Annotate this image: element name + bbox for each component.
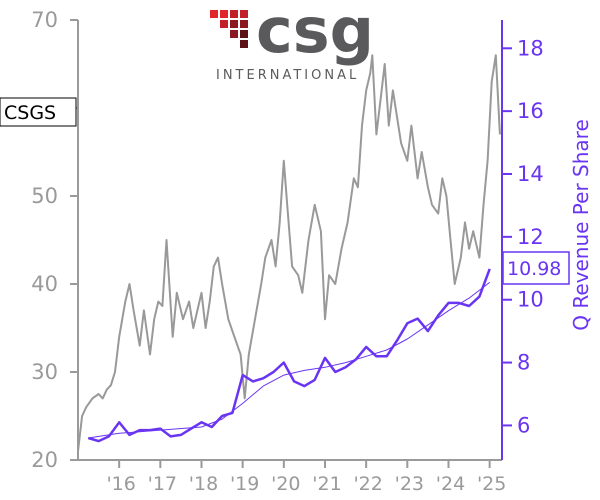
current-value-box [502,251,570,285]
right-tick-label: 16 [517,99,544,123]
right-axis-title: Q Revenue Per Share [569,119,593,331]
x-tick-label: '21 [312,473,341,495]
right-tick-label: 14 [517,162,544,186]
right-axis-ticks: 6 8 10 12 14 16 18 [502,36,544,437]
ticker-box [0,97,77,127]
x-axis-ticks: '16 '17 '18 '19 '20 '21 '22 '23 '24 '25 [106,460,506,495]
logo-square [220,20,228,28]
ticker-symbol: CSGS [4,102,56,124]
ticker-label-box: CSGS [0,97,77,127]
logo-wordmark: csg [256,0,374,67]
logo-square [240,10,248,18]
x-tick-label: '25 [477,473,506,495]
logo-square [230,30,238,38]
x-tick-label: '17 [148,473,177,495]
right-tick-label: 12 [517,225,544,249]
logo-square [210,10,218,18]
logo-square [230,20,238,28]
left-tick-label: 20 [31,448,58,472]
x-tick-label: '20 [271,473,300,495]
right-tick-label: 10 [517,288,544,312]
left-tick-label: 40 [31,272,58,296]
x-tick-label: '19 [230,473,259,495]
series-layer [77,54,501,452]
right-tick-label: 8 [517,351,530,375]
logo-square [240,40,248,48]
logo-square [240,30,248,38]
x-tick-label: '23 [395,473,424,495]
x-tick-label: '18 [189,473,218,495]
logo-subtitle: INTERNATIONAL [216,68,359,83]
logo-square [240,20,248,28]
company-logo: csg INTERNATIONAL [210,0,374,83]
left-axis-ticks: 203040506070 [31,8,78,472]
price-series-line [77,54,501,452]
left-tick-label: 50 [31,184,58,208]
logo-square [220,10,228,18]
x-tick-label: '24 [436,473,465,495]
current-value-text: 10.98 [507,258,561,280]
x-tick-label: '16 [106,473,135,495]
left-tick-label: 70 [31,8,58,32]
logo-square [230,10,238,18]
current-value-label-box: 10.98 [502,251,570,285]
x-tick-label: '22 [353,473,382,495]
right-tick-label: 18 [517,36,544,60]
logo-squares-icon [210,10,248,48]
revenue-trend-line [88,282,491,439]
right-tick-label: 6 [517,413,530,437]
left-tick-label: 30 [31,360,58,384]
revenue-per-share-line [87,268,491,443]
